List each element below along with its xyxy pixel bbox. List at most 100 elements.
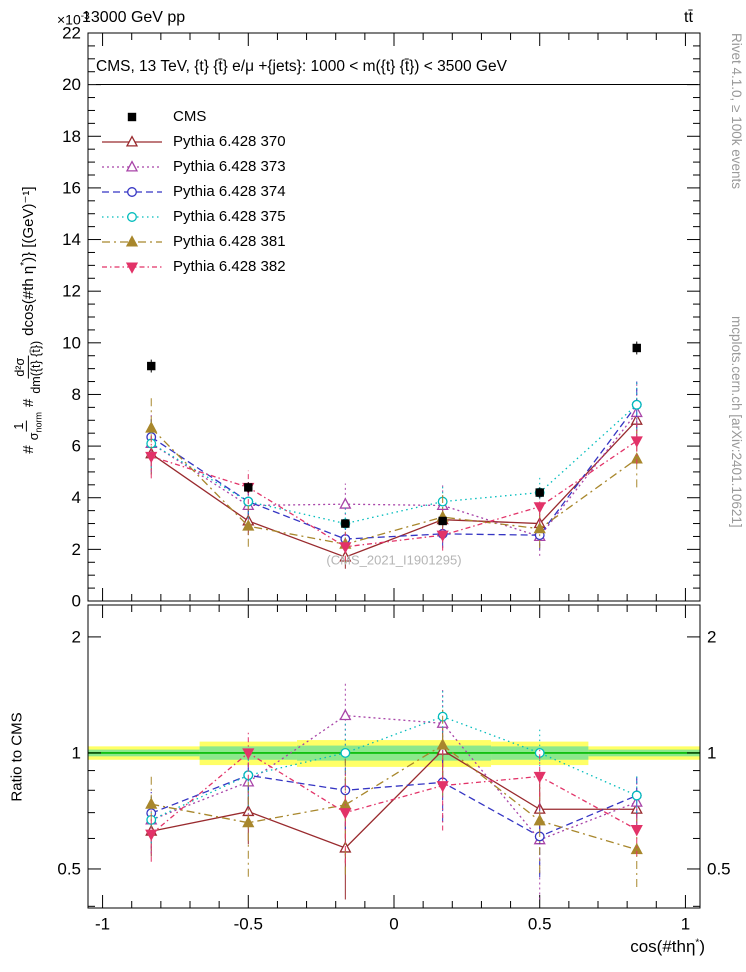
legend-label: Pythia 6.428 381 xyxy=(173,233,286,250)
marker-triangle-up-pythia-6-428-373 xyxy=(125,159,139,172)
x-tick-label: -1 xyxy=(95,915,110,934)
marker-triangle-up-pythia-6-428-381 xyxy=(533,521,546,534)
marker-triangle-down-pythia-6-428-382 xyxy=(533,502,546,514)
legend: CMS Pythia 6.428 370 Pythia 6.428 373 Pythi… xyxy=(100,104,286,279)
main-y-tick-label: 12 xyxy=(62,282,81,301)
ratio-y-tick-label: 2 xyxy=(72,627,81,646)
legend-label: Pythia 6.428 374 xyxy=(173,183,286,200)
legend-label: Pythia 6.428 375 xyxy=(173,208,286,225)
marker-triangle-down-pythia-6-428-382 xyxy=(533,771,546,784)
ylabel-frac1-denominator: σnorm xyxy=(27,412,44,440)
rivet-version-label: Rivet 4.1.0, ≥ 100k events xyxy=(729,33,744,189)
legend-line-marker-icon xyxy=(102,211,162,222)
marker-triangle-down-pythia-6-428-382 xyxy=(436,781,449,793)
multiplier-base: ×10 xyxy=(57,11,81,28)
legend-line-marker-icon xyxy=(102,159,162,172)
series-line-pythia-6-428-373 xyxy=(150,412,638,538)
legend-item-pythia-6-428-370: Pythia 6.428 370 xyxy=(100,129,286,154)
marker-triangle-down-pythia-6-428-382 xyxy=(436,530,449,542)
multiplier-exponent: -3 xyxy=(80,11,90,22)
legend-label: Pythia 6.428 370 xyxy=(173,133,286,150)
marker-square-cms xyxy=(535,488,544,497)
main-y-tick-label: 2 xyxy=(72,540,81,559)
main-y-tick-label: 22 xyxy=(62,24,81,43)
marker-square-cms xyxy=(632,343,641,353)
legend-label: CMS xyxy=(173,108,207,125)
x-tick-label: 0 xyxy=(389,915,398,934)
ratio-y-tick-label-right: 1 xyxy=(707,743,716,762)
main-y-tick-label: 10 xyxy=(62,333,81,352)
marker-triangle-down-pythia-6-428-382 xyxy=(339,542,352,554)
x-axis-label: cos(#thη*) xyxy=(630,937,705,957)
marker-triangle-down-pythia-6-428-382 xyxy=(630,436,643,448)
marker-triangle-up-pythia-6-428-381 xyxy=(242,519,255,531)
legend-label: Pythia 6.428 382 xyxy=(173,258,286,275)
ylabel-suffix-star: * xyxy=(19,261,30,266)
ratio-line-pythia-6-428-373 xyxy=(151,714,637,841)
marker-triangle-down-pythia-6-428-382 xyxy=(339,808,352,820)
ratio-y-axis-label: Ratio to CMS xyxy=(8,712,26,802)
x-tick-label: 0.5 xyxy=(528,915,552,934)
ratio-y-tick-label-right: 0.5 xyxy=(707,859,731,878)
legend-item-cms: CMS xyxy=(100,104,286,129)
plot-title: CMS, 13 TeV, {t} {t̄} e/μ +{jets}: 1000 … xyxy=(96,58,698,85)
marker-circle-pythia-6-428-374 xyxy=(127,186,137,197)
main-y-tick-label: 4 xyxy=(72,488,81,507)
marker-circle-pythia-6-428-375 xyxy=(631,399,642,410)
ratio-line-pythia-6-428-382 xyxy=(150,752,638,835)
legend-line-marker-icon xyxy=(102,134,162,147)
ylabel-suffix: dcos(#th η*)} [(GeV)⁻¹] xyxy=(19,186,37,335)
marker-triangle-up-pythia-6-428-381 xyxy=(533,814,546,826)
legend-item-pythia-6-428-382: Pythia 6.428 382 xyxy=(100,254,286,279)
marker-triangle-down-pythia-6-428-382 xyxy=(145,829,158,841)
ratio-line-pythia-6-428-381 xyxy=(151,744,637,851)
ylabel-frac2-denominator: dm({t} {t̄}) xyxy=(28,340,43,394)
ratio-line-pythia-6-428-374 xyxy=(151,774,638,838)
marker-triangle-up-pythia-6-428-381 xyxy=(436,738,449,750)
main-y-tick-label: 18 xyxy=(62,127,81,146)
marker-triangle-up-pythia-6-428-370 xyxy=(125,134,139,147)
marker-triangle-down-pythia-6-428-382 xyxy=(145,451,158,464)
ratio-y-tick-label: 0.5 xyxy=(57,859,81,878)
marker-triangle-down-pythia-6-428-382 xyxy=(125,261,139,274)
ylabel-prefix: # xyxy=(19,445,37,454)
marker-square-cms xyxy=(438,516,447,526)
ratio-panel-frame xyxy=(87,604,701,909)
ylabel-frac1-numerator: 1 xyxy=(11,420,28,432)
xlabel-text: cos(#thη xyxy=(630,937,696,956)
marker-circle-pythia-6-428-375 xyxy=(340,747,351,758)
main-y-tick-label: 16 xyxy=(62,178,81,197)
axis-ticks xyxy=(88,32,700,908)
series-line-pythia-6-428-381 xyxy=(150,427,638,545)
x-tick-label: 1 xyxy=(681,915,690,934)
main-series-group xyxy=(145,341,643,569)
ratio-series-group xyxy=(145,683,643,900)
legend-label: Pythia 6.428 373 xyxy=(173,158,286,175)
mcplots-source-label: mcplots.cern.ch [arXiv:2401.10621] xyxy=(729,316,744,528)
main-y-tick-label: 20 xyxy=(62,75,81,94)
xlabel-close: ) xyxy=(699,937,705,956)
marker-circle-pythia-6-428-375 xyxy=(127,211,137,222)
main-y-tick-label: 6 xyxy=(72,437,81,456)
ratio-line-pythia-6-428-375 xyxy=(150,715,638,821)
legend-marker-icon xyxy=(127,112,137,121)
marker-triangle-up-pythia-6-428-373 xyxy=(339,708,352,721)
marker-triangle-up-pythia-6-428-373 xyxy=(339,497,352,509)
ylabel-fraction-2: d²σ dm({t} {t̄}) xyxy=(13,341,43,394)
ylabel-suffix-units: )} [(GeV)⁻¹] xyxy=(20,186,37,262)
main-panel-frame xyxy=(87,32,701,602)
legend-line-marker-icon xyxy=(102,234,162,247)
y-axis-power-multiplier: ×10-3 xyxy=(57,11,90,28)
ylabel-suffix-text: dcos(#th η xyxy=(20,265,37,336)
series-line-pythia-6-428-374 xyxy=(150,404,638,540)
legend-item-pythia-6-428-375: Pythia 6.428 375 xyxy=(100,204,286,229)
marker-triangle-up-pythia-6-428-381 xyxy=(242,815,255,828)
legend-line-marker-icon xyxy=(102,186,162,197)
series-line-pythia-6-428-382 xyxy=(151,440,638,548)
ratio-band-group xyxy=(88,740,700,767)
marker-square-cms xyxy=(244,483,253,492)
marker-triangle-up-pythia-6-428-381 xyxy=(125,234,139,247)
